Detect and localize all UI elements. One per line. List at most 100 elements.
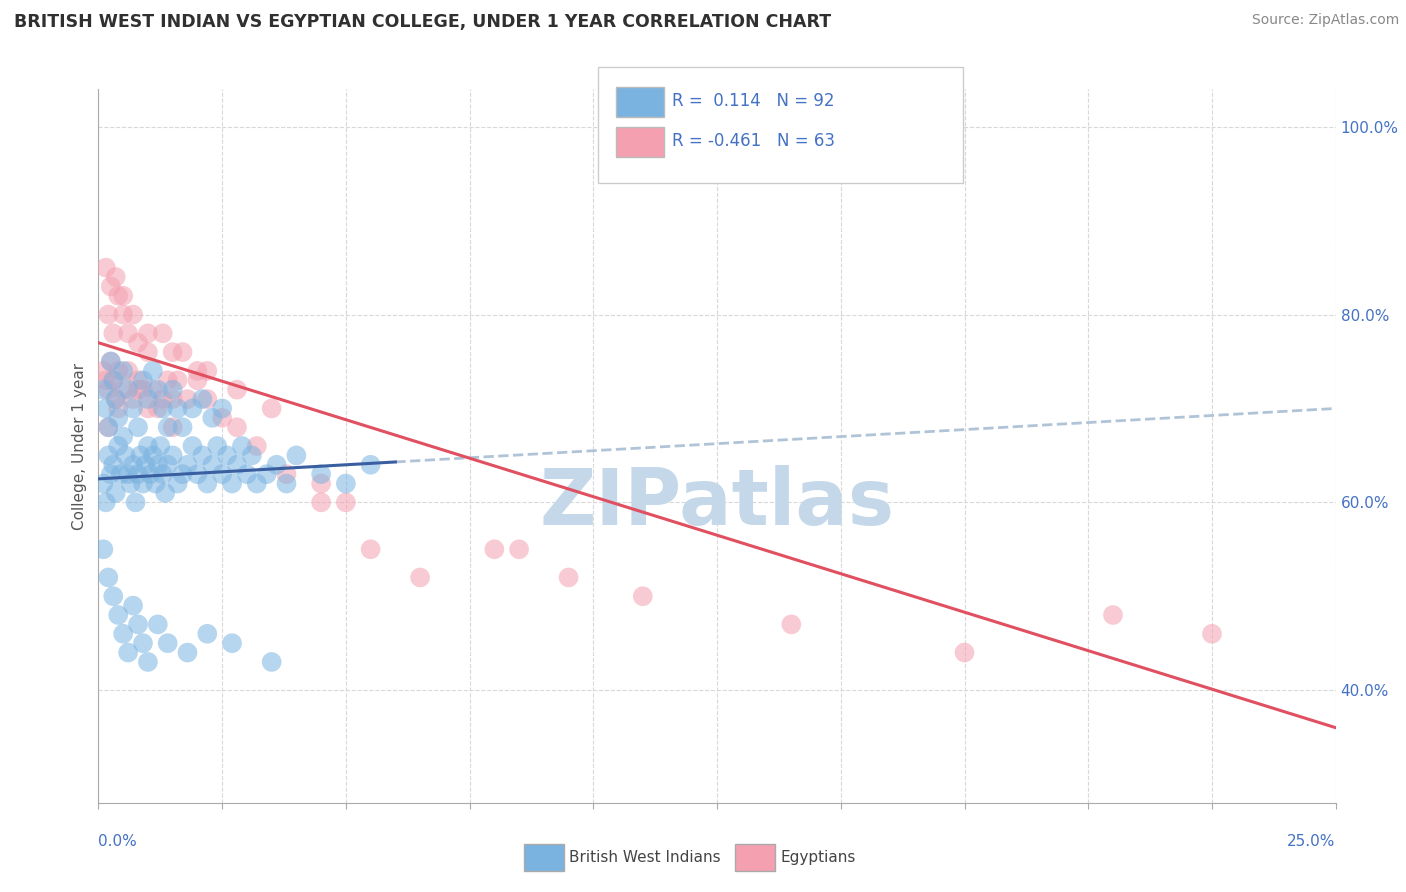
Point [236, 467, 259, 482]
Point [162, 345, 184, 359]
Point [146, 383, 169, 397]
Point [195, 627, 218, 641]
Point [124, 495, 146, 509]
Point [149, 439, 172, 453]
Point [132, 476, 155, 491]
Point [152, 467, 174, 482]
Text: British West Indians: British West Indians [569, 850, 721, 864]
Point [191, 449, 214, 463]
Point [155, 486, 177, 500]
Point [211, 401, 233, 416]
Point [162, 449, 184, 463]
Point [127, 373, 149, 387]
Point [100, 354, 122, 368]
Point [176, 392, 198, 406]
Point [260, 655, 283, 669]
Point [117, 326, 139, 341]
Point [127, 383, 149, 397]
Point [117, 364, 139, 378]
Point [166, 476, 188, 491]
Point [103, 373, 125, 387]
Point [107, 364, 129, 378]
Point [221, 476, 243, 491]
Point [122, 392, 145, 406]
Point [201, 458, 224, 472]
Point [186, 373, 208, 387]
Point [181, 439, 204, 453]
Point [484, 542, 506, 557]
Point [94, 495, 117, 509]
Point [156, 420, 179, 434]
Point [508, 542, 530, 557]
Point [142, 449, 165, 463]
Point [107, 289, 129, 303]
Point [156, 636, 179, 650]
Point [100, 354, 122, 368]
Text: BRITISH WEST INDIAN VS EGYPTIAN COLLEGE, UNDER 1 YEAR CORRELATION CHART: BRITISH WEST INDIAN VS EGYPTIAN COLLEGE,… [14, 13, 831, 31]
Point [93, 383, 115, 397]
Point [142, 364, 165, 378]
Point [132, 636, 155, 650]
Point [134, 458, 156, 472]
Point [152, 401, 174, 416]
Point [132, 373, 155, 387]
Point [122, 308, 145, 322]
Point [309, 476, 332, 491]
Point [94, 260, 117, 275]
Point [136, 439, 159, 453]
Point [112, 308, 135, 322]
Point [142, 383, 165, 397]
Point [100, 467, 122, 482]
Point [953, 646, 976, 660]
Point [127, 467, 149, 482]
Point [136, 401, 159, 416]
Y-axis label: College, Under 1 year: College, Under 1 year [72, 362, 87, 530]
Point [103, 458, 125, 472]
Point [94, 373, 117, 387]
Point [117, 383, 139, 397]
Point [93, 476, 115, 491]
Point [201, 410, 224, 425]
Point [335, 495, 357, 509]
Point [146, 617, 169, 632]
Point [176, 646, 198, 660]
Point [557, 570, 579, 584]
Point [172, 420, 194, 434]
Point [136, 326, 159, 341]
Point [104, 392, 127, 406]
Point [631, 589, 654, 603]
Point [246, 439, 269, 453]
Point [97, 420, 120, 434]
Text: Egyptians: Egyptians [780, 850, 856, 864]
Point [335, 476, 357, 491]
Point [360, 458, 382, 472]
Point [186, 364, 208, 378]
Point [360, 542, 382, 557]
Point [162, 420, 184, 434]
Point [156, 458, 179, 472]
Point [129, 449, 152, 463]
Point [112, 289, 135, 303]
Point [127, 335, 149, 350]
Point [107, 439, 129, 453]
Point [260, 401, 283, 416]
Point [226, 458, 249, 472]
Text: 25.0%: 25.0% [1288, 834, 1336, 849]
Point [104, 392, 127, 406]
Point [93, 542, 115, 557]
Point [103, 373, 125, 387]
Point [156, 373, 179, 387]
Point [112, 429, 135, 443]
Point [97, 449, 120, 463]
Point [97, 570, 120, 584]
Point [117, 467, 139, 482]
Point [132, 383, 155, 397]
Point [114, 449, 136, 463]
Point [231, 439, 253, 453]
Point [104, 270, 127, 285]
Point [127, 420, 149, 434]
Point [152, 392, 174, 406]
Point [1102, 607, 1125, 622]
Text: ZIPatlas: ZIPatlas [540, 465, 894, 541]
Text: 0.0%: 0.0% [98, 834, 138, 849]
